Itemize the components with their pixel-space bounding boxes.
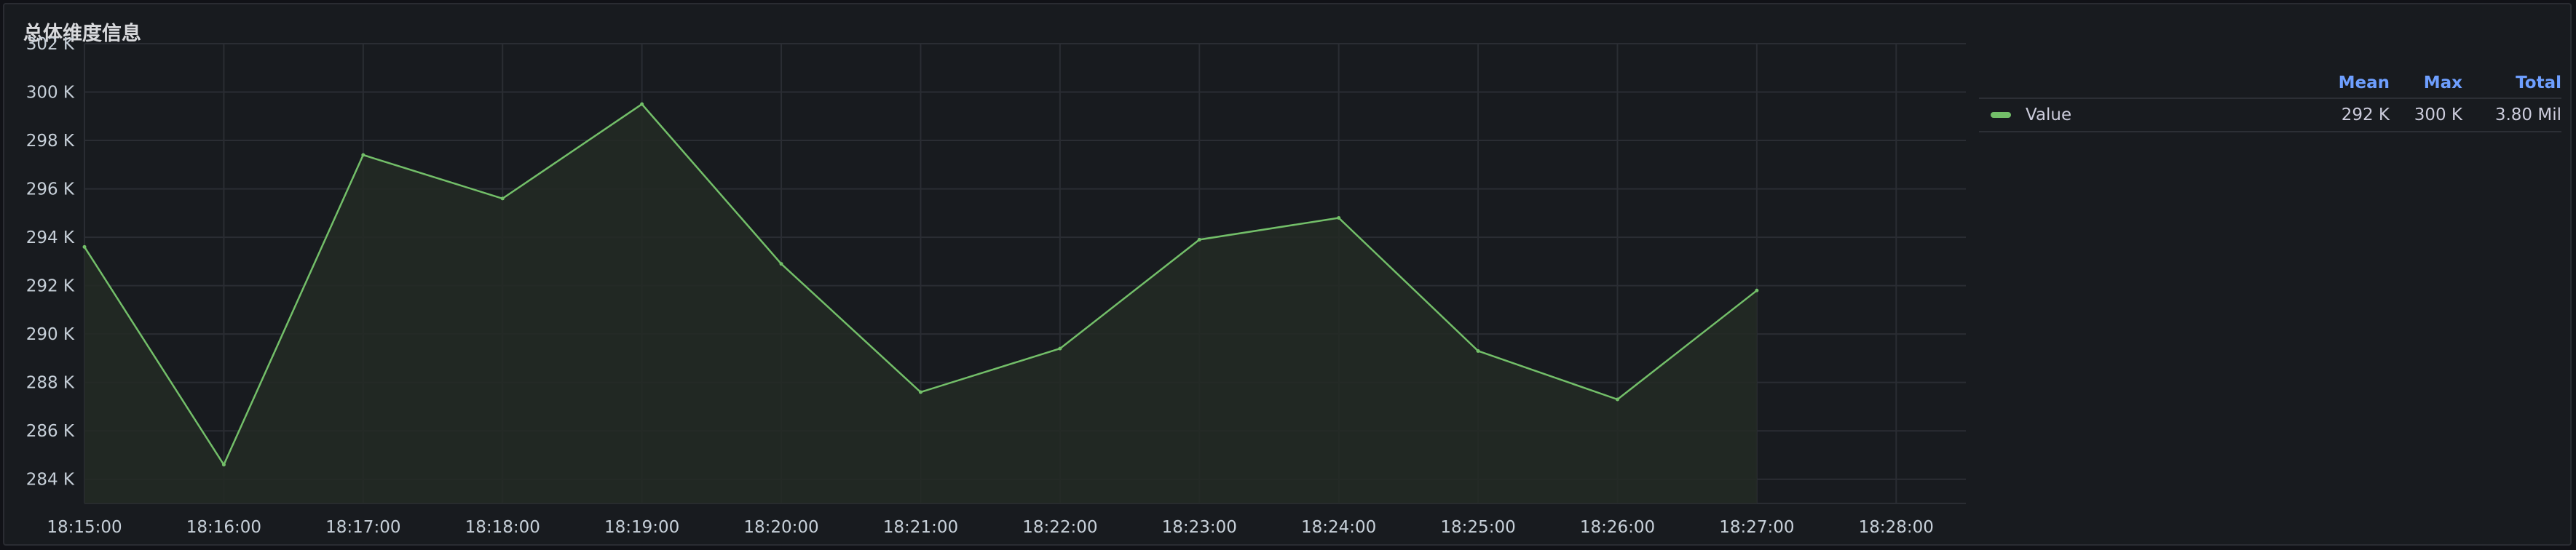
legend-mean-value: 292 K (2341, 105, 2390, 124)
data-point (500, 196, 505, 201)
y-tick-label: 294 K (26, 228, 75, 247)
data-point (361, 153, 366, 157)
chart-panel: 总体维度信息 284 K 286 K 288 K 290 K 292 K 294 K 296… (3, 3, 2572, 546)
x-tick-label: 18:21:00 (883, 518, 958, 537)
legend-series-name[interactable]: Value (2026, 105, 2072, 124)
data-point (640, 102, 644, 106)
y-tick-label: 292 K (26, 277, 75, 296)
y-tick-label: 300 K (26, 84, 75, 103)
data-point (1058, 346, 1062, 351)
x-tick-label: 18:22:00 (1022, 518, 1097, 537)
series-area-value (84, 104, 1757, 503)
x-tick-label: 18:25:00 (1440, 518, 1515, 537)
x-tick-label: 18:17:00 (325, 518, 400, 537)
y-tick-label: 290 K (26, 325, 75, 344)
x-tick-label: 18:23:00 (1162, 518, 1237, 537)
panel-title: 总体维度信息 (23, 23, 141, 45)
legend-header-mean[interactable]: Mean (2338, 73, 2390, 92)
x-tick-label: 18:16:00 (186, 518, 261, 537)
y-tick-label: 298 K (26, 132, 75, 151)
data-point (779, 262, 783, 266)
legend-header-total[interactable]: Total (2516, 73, 2561, 92)
x-tick-label: 18:26:00 (1580, 518, 1655, 537)
legend-total-value: 3.80 Mil (2494, 105, 2561, 124)
legend-row-value[interactable]: Value 292 K 300 K 3.80 Mil (1979, 99, 2561, 132)
data-point (221, 463, 226, 467)
y-tick-label: 284 K (26, 471, 75, 490)
data-point (1476, 348, 1480, 353)
y-tick-label: 302 K (26, 35, 75, 54)
data-point (1755, 288, 1759, 292)
y-tick-label: 286 K (26, 422, 75, 441)
x-tick-label: 18:27:00 (1719, 518, 1794, 537)
y-tick-label: 288 K (26, 374, 75, 393)
legend-header-max[interactable]: Max (2423, 73, 2462, 92)
x-tick-label: 18:20:00 (743, 518, 818, 537)
y-tick-label: 296 K (26, 180, 75, 199)
series-area-layer (84, 104, 1757, 503)
x-tick-label: 18:24:00 (1301, 518, 1376, 537)
data-point (82, 244, 87, 249)
legend-header: Mean Max Total (1979, 68, 2561, 99)
legend-table: Mean Max Total Value 292 K 300 K 3.80 Mi… (1979, 68, 2561, 132)
data-point (1337, 215, 1341, 220)
x-axis: 18:15:00 18:16:00 18:17:00 18:18:00 18:19:00… (47, 518, 1934, 537)
legend-max-value: 300 K (2414, 105, 2462, 124)
x-tick-label: 18:15:00 (47, 518, 122, 537)
legend-swatch-icon (1991, 112, 2011, 118)
x-tick-label: 18:28:00 (1859, 518, 1934, 537)
y-axis: 284 K 286 K 288 K 290 K 292 K 294 K 296 K 298 K… (26, 35, 75, 490)
data-point (1615, 397, 1619, 402)
line-chart: 284 K 286 K 288 K 290 K 292 K 294 K 296 K 298 K… (26, 35, 1966, 537)
x-tick-label: 18:19:00 (604, 518, 679, 537)
series-line-layer (82, 102, 1759, 467)
data-point (1197, 237, 1201, 242)
data-point (918, 390, 922, 394)
x-tick-label: 18:18:00 (465, 518, 540, 537)
